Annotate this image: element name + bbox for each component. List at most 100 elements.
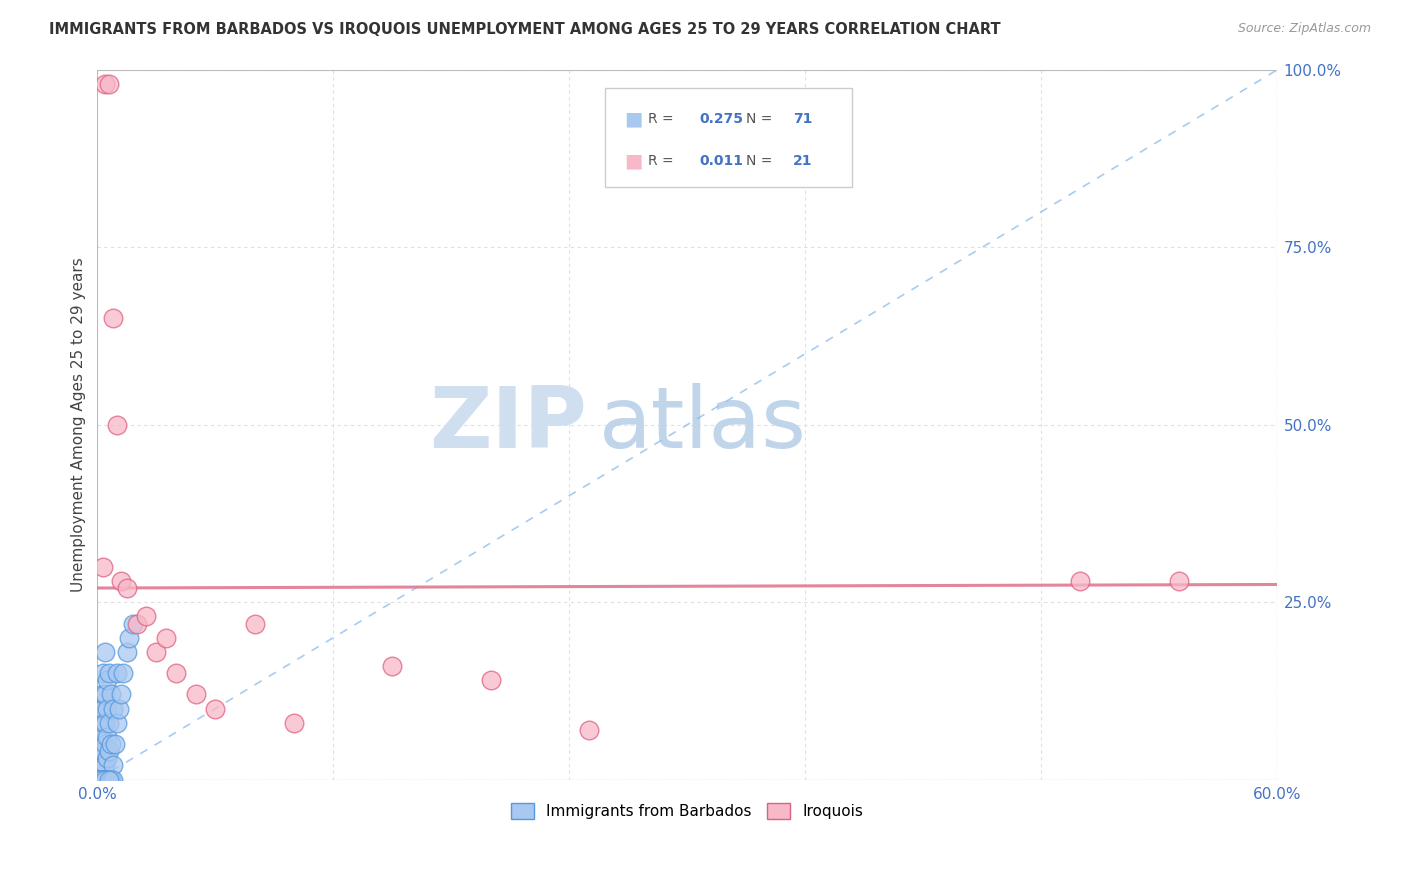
Point xyxy=(90,772,112,787)
Point xyxy=(91,744,114,758)
Point xyxy=(105,666,128,681)
Point xyxy=(90,701,112,715)
Point xyxy=(91,758,114,772)
Point xyxy=(96,772,118,787)
Text: 0.275: 0.275 xyxy=(699,112,742,126)
Point xyxy=(100,772,122,787)
Point xyxy=(91,772,114,787)
Point xyxy=(89,758,111,772)
Point xyxy=(91,772,114,787)
Point xyxy=(94,645,117,659)
Point xyxy=(89,772,111,787)
Point xyxy=(381,659,404,673)
Text: IMMIGRANTS FROM BARBADOS VS IROQUOIS UNEMPLOYMENT AMONG AGES 25 TO 29 YEARS CORR: IMMIGRANTS FROM BARBADOS VS IROQUOIS UNE… xyxy=(49,22,1001,37)
Point xyxy=(98,715,121,730)
Point xyxy=(243,616,266,631)
Point xyxy=(100,737,122,751)
Point xyxy=(155,631,177,645)
Point xyxy=(125,616,148,631)
Point xyxy=(91,772,114,787)
Text: N =: N = xyxy=(747,153,778,168)
Point xyxy=(94,772,117,787)
Point xyxy=(184,688,207,702)
Point xyxy=(91,772,114,787)
Point xyxy=(90,730,112,744)
Text: R =: R = xyxy=(648,112,678,126)
Point xyxy=(94,737,117,751)
Y-axis label: Unemployment Among Ages 25 to 29 years: Unemployment Among Ages 25 to 29 years xyxy=(72,258,86,592)
Text: 0.011: 0.011 xyxy=(699,153,742,168)
Point xyxy=(101,701,124,715)
Point xyxy=(91,772,114,787)
Point xyxy=(96,701,118,715)
Point xyxy=(98,666,121,681)
Point xyxy=(110,688,132,702)
Point xyxy=(98,772,121,787)
Text: 71: 71 xyxy=(793,112,813,126)
Text: ■: ■ xyxy=(624,151,643,170)
Point xyxy=(121,616,143,631)
FancyBboxPatch shape xyxy=(605,87,852,187)
Point xyxy=(108,701,131,715)
Point xyxy=(98,77,121,91)
Point xyxy=(1069,574,1091,588)
Text: atlas: atlas xyxy=(599,384,807,467)
Point xyxy=(90,744,112,758)
Point xyxy=(111,666,134,681)
Point xyxy=(94,715,117,730)
Text: Source: ZipAtlas.com: Source: ZipAtlas.com xyxy=(1237,22,1371,36)
Point xyxy=(94,688,117,702)
Point xyxy=(105,715,128,730)
Text: ■: ■ xyxy=(624,110,643,128)
Point xyxy=(89,772,111,787)
Point xyxy=(91,559,114,574)
Point xyxy=(91,772,114,787)
Point xyxy=(96,772,118,787)
Text: 21: 21 xyxy=(793,153,813,168)
Point xyxy=(94,77,117,91)
Point xyxy=(94,758,117,772)
Point xyxy=(90,772,112,787)
Point xyxy=(91,715,114,730)
Point xyxy=(104,737,127,751)
Point xyxy=(135,609,157,624)
Point xyxy=(578,723,600,737)
Point xyxy=(91,701,114,715)
Text: R =: R = xyxy=(648,153,678,168)
Point xyxy=(165,666,187,681)
Point xyxy=(115,645,138,659)
Point xyxy=(98,744,121,758)
Point xyxy=(94,772,117,787)
Point xyxy=(101,772,124,787)
Point xyxy=(98,772,121,787)
Point xyxy=(89,772,111,787)
Point xyxy=(96,730,118,744)
Point xyxy=(1167,574,1189,588)
Point xyxy=(98,772,121,787)
Point xyxy=(90,772,112,787)
Text: N =: N = xyxy=(747,112,778,126)
Point xyxy=(110,574,132,588)
Point xyxy=(100,772,122,787)
Point xyxy=(89,772,111,787)
Point xyxy=(283,715,305,730)
Point xyxy=(105,417,128,432)
Point xyxy=(90,772,112,787)
Point xyxy=(90,758,112,772)
Point xyxy=(101,311,124,326)
Point xyxy=(145,645,167,659)
Point xyxy=(90,772,112,787)
Point xyxy=(91,772,114,787)
Text: ZIP: ZIP xyxy=(429,384,586,467)
Point xyxy=(89,772,111,787)
Point xyxy=(479,673,502,688)
Point xyxy=(94,772,117,787)
Point xyxy=(89,772,111,787)
Point xyxy=(96,751,118,765)
Point xyxy=(94,772,117,787)
Legend: Immigrants from Barbados, Iroquois: Immigrants from Barbados, Iroquois xyxy=(505,797,869,825)
Point xyxy=(90,772,112,787)
Point xyxy=(91,688,114,702)
Point xyxy=(100,688,122,702)
Point xyxy=(91,666,114,681)
